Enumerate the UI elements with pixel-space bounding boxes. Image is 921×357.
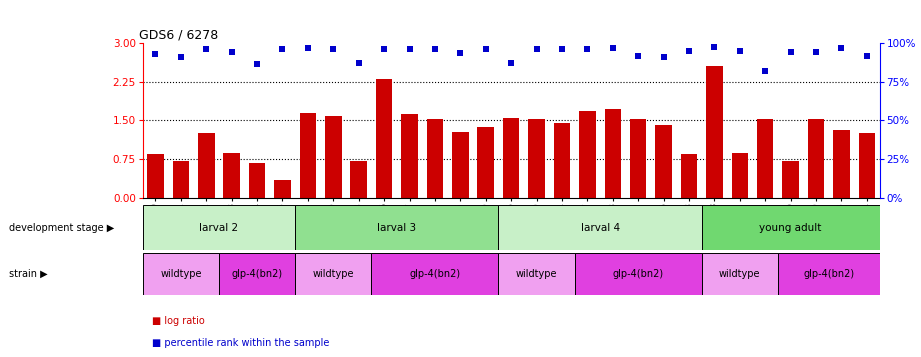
Bar xyxy=(371,253,498,295)
Bar xyxy=(681,154,697,198)
Text: glp-4(bn2): glp-4(bn2) xyxy=(409,269,460,279)
Text: strain ▶: strain ▶ xyxy=(9,269,48,279)
Point xyxy=(250,61,264,66)
Point xyxy=(225,49,239,55)
Text: larval 4: larval 4 xyxy=(580,222,620,233)
Bar xyxy=(143,253,219,295)
Text: glp-4(bn2): glp-4(bn2) xyxy=(803,269,855,279)
Bar xyxy=(579,111,596,198)
Bar xyxy=(604,109,621,198)
Bar xyxy=(426,120,443,198)
Bar xyxy=(172,161,189,198)
Bar xyxy=(702,205,880,250)
Point xyxy=(859,53,874,59)
Point xyxy=(504,60,519,65)
Bar xyxy=(706,66,723,198)
Point xyxy=(657,55,671,60)
Text: glp-4(bn2): glp-4(bn2) xyxy=(231,269,283,279)
Point xyxy=(834,45,849,51)
Point xyxy=(427,46,442,52)
Bar xyxy=(808,120,824,198)
Bar xyxy=(782,161,799,198)
Bar xyxy=(296,253,371,295)
Text: wildtype: wildtype xyxy=(516,269,557,279)
Point xyxy=(682,48,696,54)
Point xyxy=(809,49,823,55)
Point xyxy=(402,46,417,52)
Point xyxy=(605,45,620,51)
Bar xyxy=(731,152,748,198)
Text: larval 3: larval 3 xyxy=(378,222,416,233)
Text: glp-4(bn2): glp-4(bn2) xyxy=(612,269,664,279)
Bar xyxy=(702,253,778,295)
Bar xyxy=(757,120,774,198)
Bar xyxy=(376,79,392,198)
Bar xyxy=(402,114,418,198)
Point xyxy=(707,44,722,50)
Bar xyxy=(198,134,215,198)
Bar xyxy=(554,123,570,198)
Point xyxy=(732,48,747,54)
Bar xyxy=(452,132,469,198)
Bar xyxy=(503,118,519,198)
Point xyxy=(580,46,595,52)
Point xyxy=(199,46,214,52)
Bar xyxy=(274,180,291,198)
Text: ■ log ratio: ■ log ratio xyxy=(152,316,204,326)
Bar xyxy=(630,120,647,198)
Text: GDS6 / 6278: GDS6 / 6278 xyxy=(139,29,218,42)
Bar xyxy=(778,253,880,295)
Bar xyxy=(299,113,316,198)
Bar xyxy=(498,205,702,250)
Point xyxy=(530,46,544,52)
Bar xyxy=(351,161,367,198)
Bar xyxy=(224,153,240,198)
Point xyxy=(275,46,290,52)
Text: ■ percentile rank within the sample: ■ percentile rank within the sample xyxy=(152,338,330,348)
Bar xyxy=(296,205,498,250)
Bar xyxy=(147,154,164,198)
Text: young adult: young adult xyxy=(760,222,822,233)
Bar xyxy=(529,120,545,198)
Bar xyxy=(325,116,342,198)
Text: wildtype: wildtype xyxy=(719,269,761,279)
Text: development stage ▶: development stage ▶ xyxy=(9,222,114,233)
Point xyxy=(300,45,315,51)
Point xyxy=(478,46,493,52)
Bar xyxy=(477,127,494,198)
Point xyxy=(554,46,569,52)
Point xyxy=(453,50,468,56)
Point xyxy=(631,53,646,59)
Point xyxy=(148,51,163,57)
Bar xyxy=(834,130,850,198)
Text: wildtype: wildtype xyxy=(312,269,354,279)
Bar xyxy=(249,163,265,198)
Bar xyxy=(143,205,296,250)
Bar xyxy=(498,253,575,295)
Point xyxy=(377,46,391,52)
Bar xyxy=(656,125,671,198)
Bar xyxy=(858,134,875,198)
Text: larval 2: larval 2 xyxy=(200,222,239,233)
Bar xyxy=(575,253,702,295)
Point xyxy=(173,55,188,60)
Point xyxy=(326,46,341,52)
Point xyxy=(351,60,366,65)
Bar xyxy=(219,253,296,295)
Text: wildtype: wildtype xyxy=(160,269,202,279)
Point xyxy=(783,49,798,55)
Point xyxy=(758,69,773,74)
